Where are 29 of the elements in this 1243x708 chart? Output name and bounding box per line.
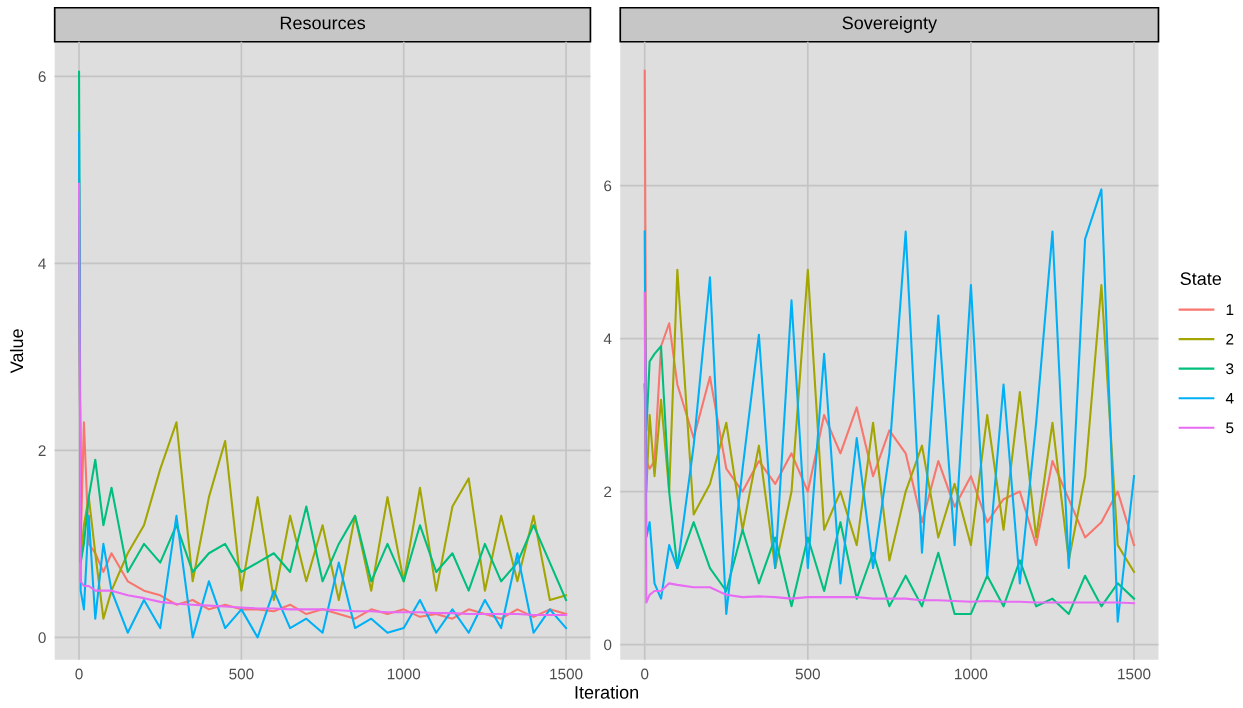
y-tick-label: 6 <box>604 180 612 192</box>
x-tick-label: 500 <box>795 668 820 680</box>
x-axis-title: Iteration <box>575 685 639 699</box>
y-tick-label: 0 <box>38 632 46 644</box>
chart-title: Resources <box>280 16 366 30</box>
x-tick-label: 1500 <box>1118 668 1151 680</box>
legend-label: 3 <box>1226 363 1234 375</box>
y-axis-title: Value <box>9 329 24 374</box>
legend-label: 2 <box>1226 333 1234 345</box>
x-tick-label: 1000 <box>387 668 421 680</box>
y-tick-label: 6 <box>38 71 46 83</box>
line-series <box>643 69 1136 547</box>
x-tick-label: 500 <box>229 668 254 680</box>
line-series <box>643 291 1136 605</box>
y-tick-label: 2 <box>38 445 46 456</box>
x-tick-label: 0 <box>641 668 649 680</box>
legend-label: 4 <box>1225 393 1234 404</box>
x-tick-label: 1500 <box>550 668 583 680</box>
legend-label: 1 <box>1226 304 1234 315</box>
x-tick-label: 0 <box>75 668 83 680</box>
y-tick-label: 4 <box>38 258 46 269</box>
line-series <box>643 188 1136 623</box>
chart-title: Sovereignty <box>842 16 938 33</box>
y-tick-label: 0 <box>604 639 612 651</box>
x-tick-label: 1000 <box>955 668 988 680</box>
legend-label: 5 <box>1226 422 1234 434</box>
legend-title: State <box>1180 272 1222 286</box>
y-tick-label: 4 <box>603 333 612 345</box>
y-tick-label: 2 <box>604 486 612 498</box>
